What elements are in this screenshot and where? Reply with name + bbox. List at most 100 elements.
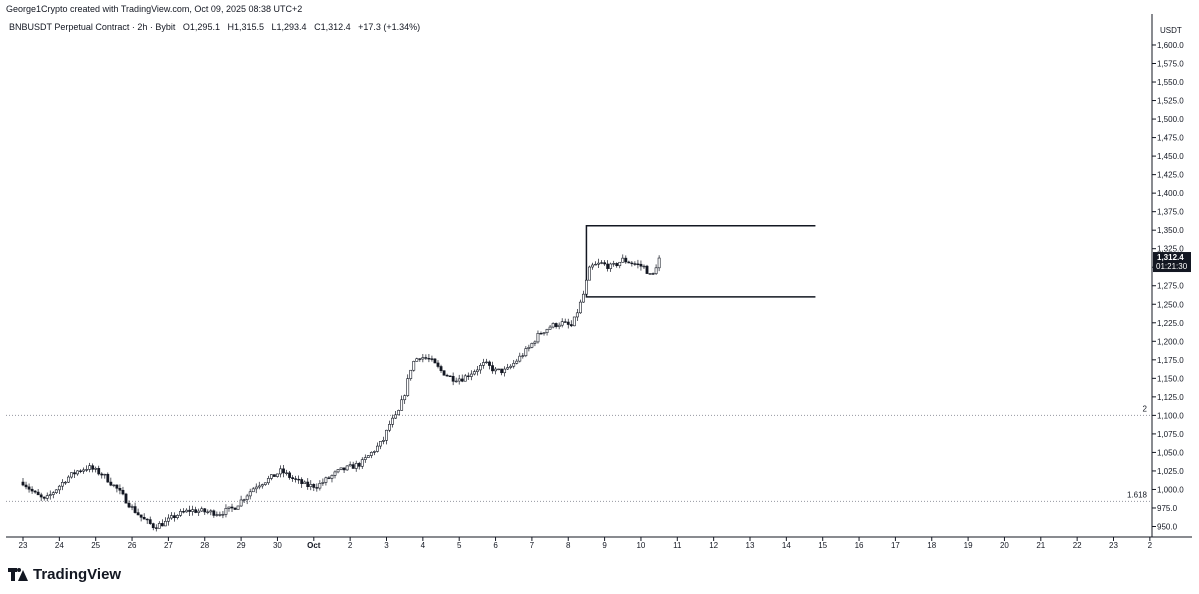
candle[interactable] <box>554 322 558 329</box>
candle[interactable] <box>148 516 152 525</box>
candle[interactable] <box>236 505 240 510</box>
candle[interactable] <box>339 467 343 471</box>
range-box[interactable] <box>585 224 816 298</box>
candle[interactable] <box>57 484 61 495</box>
candle[interactable] <box>433 358 437 364</box>
candle[interactable] <box>24 481 28 490</box>
candle[interactable] <box>163 517 167 527</box>
candle[interactable] <box>273 474 276 477</box>
candle[interactable] <box>521 352 525 359</box>
candle[interactable] <box>409 369 413 381</box>
candle[interactable] <box>36 489 40 496</box>
candle[interactable] <box>609 262 613 272</box>
candle[interactable] <box>530 342 534 349</box>
candle[interactable] <box>524 346 528 358</box>
candle[interactable] <box>303 480 307 485</box>
candle[interactable] <box>591 262 594 270</box>
candle[interactable] <box>382 436 385 445</box>
candle[interactable] <box>21 477 25 487</box>
candle[interactable] <box>376 442 379 453</box>
candle[interactable] <box>33 489 37 494</box>
candle[interactable] <box>439 364 443 373</box>
candle[interactable] <box>263 482 267 486</box>
candle[interactable] <box>154 524 158 532</box>
candle[interactable] <box>581 290 585 303</box>
candle[interactable] <box>354 460 358 472</box>
candle[interactable] <box>357 461 361 470</box>
candle[interactable] <box>218 511 222 517</box>
candle[interactable] <box>366 455 370 458</box>
candle[interactable] <box>606 260 610 272</box>
candle[interactable] <box>103 473 107 479</box>
candle[interactable] <box>497 368 500 371</box>
candle[interactable] <box>209 509 213 516</box>
candle[interactable] <box>578 299 582 314</box>
candle[interactable] <box>612 260 616 267</box>
candle[interactable] <box>45 492 49 502</box>
candle[interactable] <box>618 261 622 269</box>
candle[interactable] <box>224 504 228 518</box>
plot-area[interactable]: 2 1.618 <box>6 224 1152 532</box>
candle[interactable] <box>615 262 619 268</box>
candle[interactable] <box>633 261 637 266</box>
candle[interactable] <box>315 483 319 492</box>
candle[interactable] <box>642 264 646 270</box>
candle[interactable] <box>485 358 488 364</box>
candle[interactable] <box>282 465 285 478</box>
candle[interactable] <box>39 492 43 502</box>
candle[interactable] <box>627 260 631 264</box>
candle[interactable] <box>418 358 422 362</box>
candle[interactable] <box>548 325 552 330</box>
candle[interactable] <box>85 465 89 472</box>
candle[interactable] <box>248 488 252 500</box>
candle[interactable] <box>385 429 388 445</box>
candle[interactable] <box>142 513 146 520</box>
candle[interactable] <box>133 502 137 514</box>
candle[interactable] <box>600 260 603 265</box>
candle[interactable] <box>251 486 255 493</box>
candle[interactable] <box>630 261 634 267</box>
candle[interactable] <box>436 360 440 369</box>
candle[interactable] <box>403 394 407 404</box>
candle[interactable] <box>551 322 555 329</box>
candle[interactable] <box>309 480 313 491</box>
candle[interactable] <box>594 261 597 266</box>
candle[interactable] <box>300 477 304 488</box>
candle[interactable] <box>100 472 104 479</box>
candle[interactable] <box>460 374 464 383</box>
candle[interactable] <box>206 509 210 515</box>
candle[interactable] <box>342 467 346 473</box>
candle[interactable] <box>412 360 416 372</box>
candle[interactable] <box>372 450 376 456</box>
candle[interactable] <box>239 495 243 507</box>
candle[interactable] <box>27 483 31 493</box>
candle[interactable] <box>469 370 473 381</box>
candle[interactable] <box>254 483 258 494</box>
candle[interactable] <box>545 328 549 336</box>
candle[interactable] <box>185 508 188 513</box>
candle[interactable] <box>30 486 34 494</box>
candle[interactable] <box>173 512 176 522</box>
candle[interactable] <box>188 505 192 516</box>
candle[interactable] <box>351 461 355 469</box>
candle[interactable] <box>269 474 273 481</box>
candle[interactable] <box>585 277 588 297</box>
candle[interactable] <box>415 357 419 362</box>
candle[interactable] <box>509 364 513 370</box>
candle[interactable] <box>345 465 349 471</box>
candle[interactable] <box>518 352 522 363</box>
candle[interactable] <box>115 484 119 493</box>
current-price-tag[interactable]: 1,312.401:21:30 <box>1153 252 1191 273</box>
candles[interactable] <box>21 254 661 532</box>
candle[interactable] <box>54 489 58 495</box>
candle[interactable] <box>42 496 46 501</box>
candle[interactable] <box>330 474 334 483</box>
candle[interactable] <box>645 264 649 274</box>
tradingview-logo[interactable]: TradingView <box>8 566 121 583</box>
candle[interactable] <box>639 260 643 271</box>
candle[interactable] <box>636 259 640 269</box>
candle[interactable] <box>333 470 337 479</box>
candle[interactable] <box>215 511 219 517</box>
candle[interactable] <box>288 471 291 480</box>
candle[interactable] <box>112 484 116 488</box>
